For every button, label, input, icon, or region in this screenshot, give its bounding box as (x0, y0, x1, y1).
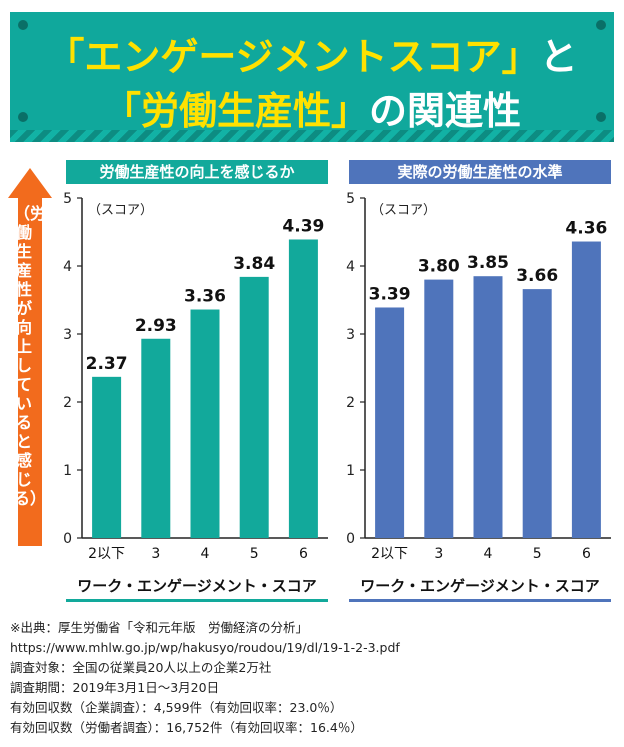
right-value-label: 3.39 (369, 284, 411, 304)
left-bar (190, 309, 220, 538)
right-bar (571, 241, 601, 538)
title-highlight-1: 「エンゲージメントスコア」 (46, 35, 540, 79)
left-bar (239, 276, 269, 538)
right-bar (424, 279, 454, 538)
left-value-label: 4.39 (282, 216, 324, 236)
right-y-tick-label: 0 (346, 531, 355, 547)
left-value-label: 2.93 (135, 316, 177, 336)
right-y-axis-label: （スコア） (371, 203, 436, 218)
rivet-icon (596, 20, 606, 30)
right-y-tick-label: 4 (346, 259, 355, 275)
left-y-tick-label: 4 (63, 259, 72, 275)
left-y-tick-label: 2 (63, 395, 72, 411)
left-x-axis-title: ワーク・エンゲージメント・スコア (66, 575, 328, 602)
left-chart-title: 労働生産性の向上を感じるか (66, 160, 328, 184)
note-line: 有効回収数（労働者調査）：16,752件（有効回収率：16.4％） (10, 720, 363, 735)
left-value-label: 2.37 (86, 354, 128, 374)
right-category-label: 4 (484, 546, 493, 562)
right-bar (522, 289, 552, 538)
left-value-label: 3.36 (184, 287, 226, 307)
note-line: 有効回収数（企業調査）：4,599件（有効回収率：23.0％） (10, 700, 343, 715)
right-category-label: 5 (533, 546, 542, 562)
title-highlight-2: 「労働生産性」 (102, 89, 369, 133)
rivet-icon (596, 112, 606, 122)
right-category-label: 3 (434, 546, 443, 562)
right-y-tick-label: 1 (346, 463, 355, 479)
title-rest-1: と (539, 35, 578, 79)
left-y-tick-label: 5 (63, 191, 72, 207)
source-notes: ※出典：厚生労働省「令和元年版 労働経済の分析」 https://www.mhlw… (10, 618, 614, 738)
note-line: 調査対象：全国の従業員20人以上の企業2万社 (10, 660, 272, 675)
right-value-label: 3.80 (418, 257, 460, 277)
left-y-tick-label: 3 (63, 327, 72, 343)
title-line-2: 「労働生産性」の関連性 (10, 80, 614, 135)
up-arrow-icon (8, 168, 52, 546)
note-line: 調査期間：2019年3月1日～3月20日 (10, 680, 220, 695)
right-value-label: 3.85 (467, 253, 509, 273)
rivet-icon (18, 20, 28, 30)
left-bar (92, 376, 122, 538)
right-x-axis-title: ワーク・エンゲージメント・スコア (349, 575, 611, 602)
left-y-tick-label: 0 (63, 531, 72, 547)
title-banner: 「エンゲージメントスコア」と 「労働生産性」の関連性 (10, 12, 614, 142)
left-category-label: 5 (250, 546, 259, 562)
right-bar (473, 276, 503, 538)
right-y-tick-label: 5 (346, 191, 355, 207)
rivet-icon (18, 112, 28, 122)
bar-charts: 0 1 2 3 4 5 （スコア） 2.37 2以下 2.93 3 3.36 4 3.84 5 4.39 6 0 1… (63, 191, 611, 562)
banner-stripe (10, 130, 614, 142)
left-category-label: 6 (299, 546, 308, 562)
left-y-axis-label: （スコア） (88, 203, 153, 218)
right-value-label: 4.36 (565, 219, 607, 239)
left-category-label: 3 (151, 546, 160, 562)
right-chart-title: 実際の労働生産性の水準 (349, 160, 611, 184)
note-line: https://www.mhlw.go.jp/wp/hakusyo/roudou… (10, 640, 400, 655)
left-y-tick-label: 1 (63, 463, 72, 479)
right-y-tick-label: 3 (346, 327, 355, 343)
note-line: ※出典：厚生労働省「令和元年版 労働経済の分析」 (10, 620, 308, 635)
right-y-tick-label: 2 (346, 395, 355, 411)
right-bar (375, 307, 405, 538)
left-category-label: 2以下 (88, 546, 125, 562)
title-rest-2: の関連性 (369, 89, 522, 133)
left-value-label: 3.84 (233, 254, 275, 274)
left-category-label: 4 (201, 546, 210, 562)
title-line-1: 「エンゲージメントスコア」と (10, 26, 614, 81)
right-category-label: 2以下 (371, 546, 408, 562)
left-bar (288, 239, 318, 539)
right-category-label: 6 (582, 546, 591, 562)
right-value-label: 3.66 (516, 266, 558, 286)
left-bar (141, 338, 171, 538)
